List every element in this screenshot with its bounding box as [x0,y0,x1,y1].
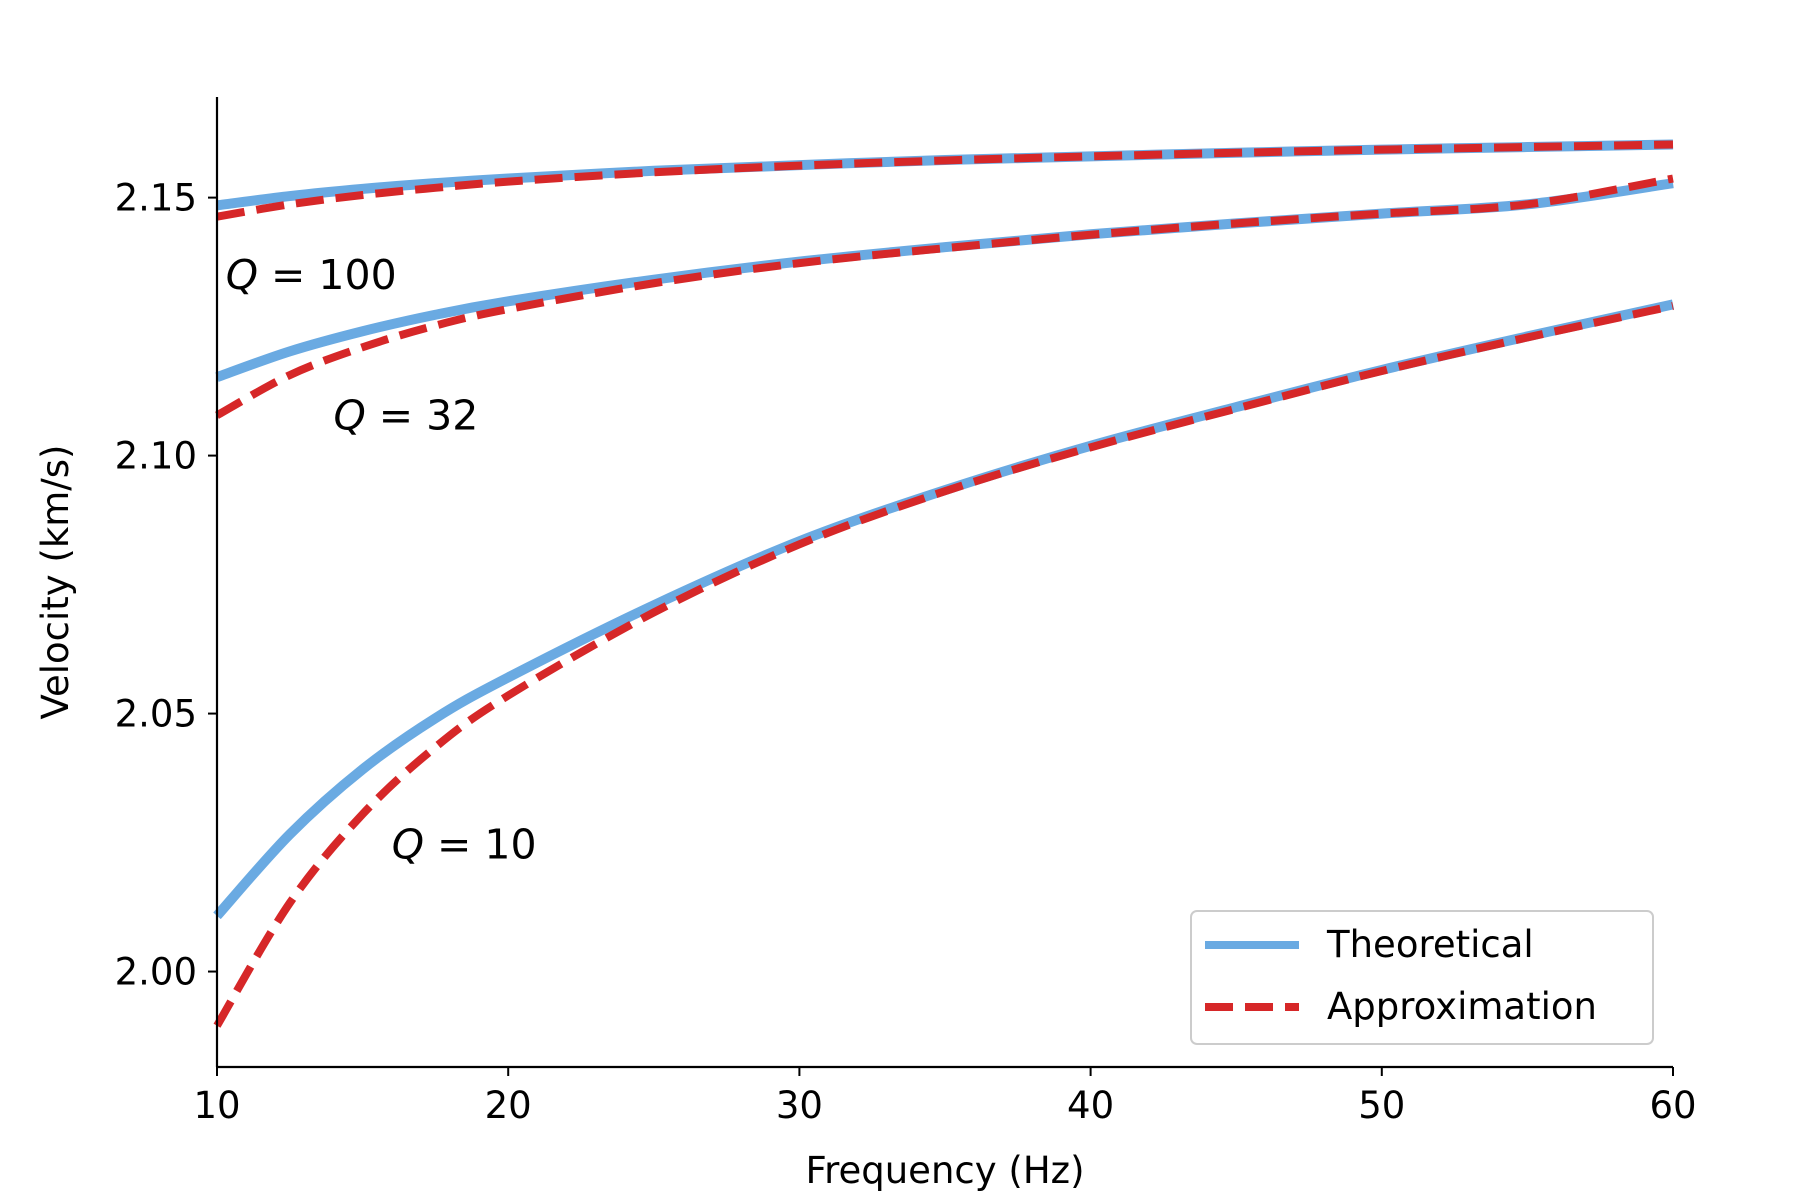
annotation-symbol: Q [392,821,424,869]
legend-label-approximation: Approximation [1327,985,1597,1028]
series-layer [213,139,1675,1028]
series-line-theoretical-q10 [213,299,1675,920]
annotation-value: = 10 [424,821,537,869]
annotation-symbol: Q [226,251,258,299]
x-tick-label: 30 [776,1084,823,1127]
legend-label-theoretical: Theoretical [1326,923,1534,966]
y-axis-ticks: 2.00 2.05 2.10 2.15 [115,177,217,994]
annotation-value: = 32 [366,391,479,439]
y-tick-label: 2.15 [115,177,197,220]
annotation-symbol: Q [333,391,365,439]
series-line-approximation-q32 [215,174,1674,419]
x-tick-label: 10 [193,1084,240,1127]
x-tick-label: 40 [1067,1084,1114,1127]
annotation-q10: Q = 10 [392,821,537,869]
x-tick-label: 20 [485,1084,532,1127]
x-tick-label: 50 [1358,1084,1405,1127]
series-line-approximation-q10 [213,302,1674,1028]
x-axis-ticks: 10 20 30 40 50 60 [193,1067,1697,1127]
y-tick-label: 2.10 [115,435,197,478]
annotation-value: = 100 [258,251,397,299]
y-tick-label: 2.05 [115,693,197,736]
legend: Theoretical Approximation [1190,910,1654,1045]
series-line-approximation-q100 [216,140,1674,221]
x-axis-label: Frequency (Hz) [805,1149,1084,1192]
annotation-q100: Q = 100 [226,251,397,299]
annotation-q32: Q = 32 [333,391,478,439]
y-tick-label: 2.00 [115,951,197,994]
x-tick-label: 60 [1649,1084,1696,1127]
legend-frame [1190,910,1654,1045]
y-axis-label: Velocity (km/s) [34,445,77,720]
